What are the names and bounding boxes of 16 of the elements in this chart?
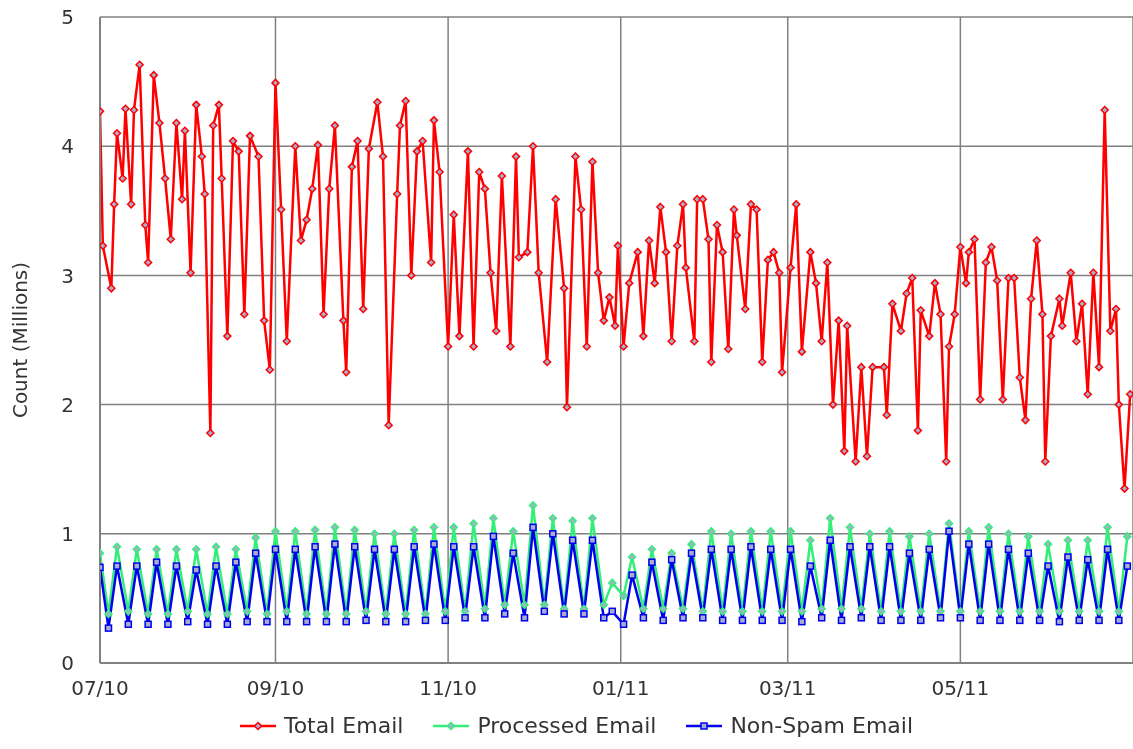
x-tick-label: 03/11 — [758, 676, 817, 701]
y-tick-label: 0 — [61, 651, 74, 676]
y-tick-label: 1 — [61, 521, 74, 546]
legend-label: Processed Email — [477, 713, 657, 738]
y-tick-label: 2 — [61, 392, 74, 417]
legend-label: Total Email — [283, 713, 404, 738]
y-axis-title: Count (Millions) — [8, 261, 33, 419]
legend-label: Non-Spam Email — [730, 713, 914, 738]
x-tick-label: 09/10 — [246, 676, 305, 701]
y-tick-label: 4 — [61, 134, 74, 159]
x-tick-label: 07/10 — [71, 676, 129, 701]
x-tick-label: 11/10 — [419, 676, 477, 701]
y-tick-label: 5 — [61, 5, 74, 30]
x-tick-label: 01/11 — [591, 676, 650, 701]
x-tick-label: 05/11 — [931, 676, 990, 701]
y-tick-label: 3 — [61, 263, 74, 288]
